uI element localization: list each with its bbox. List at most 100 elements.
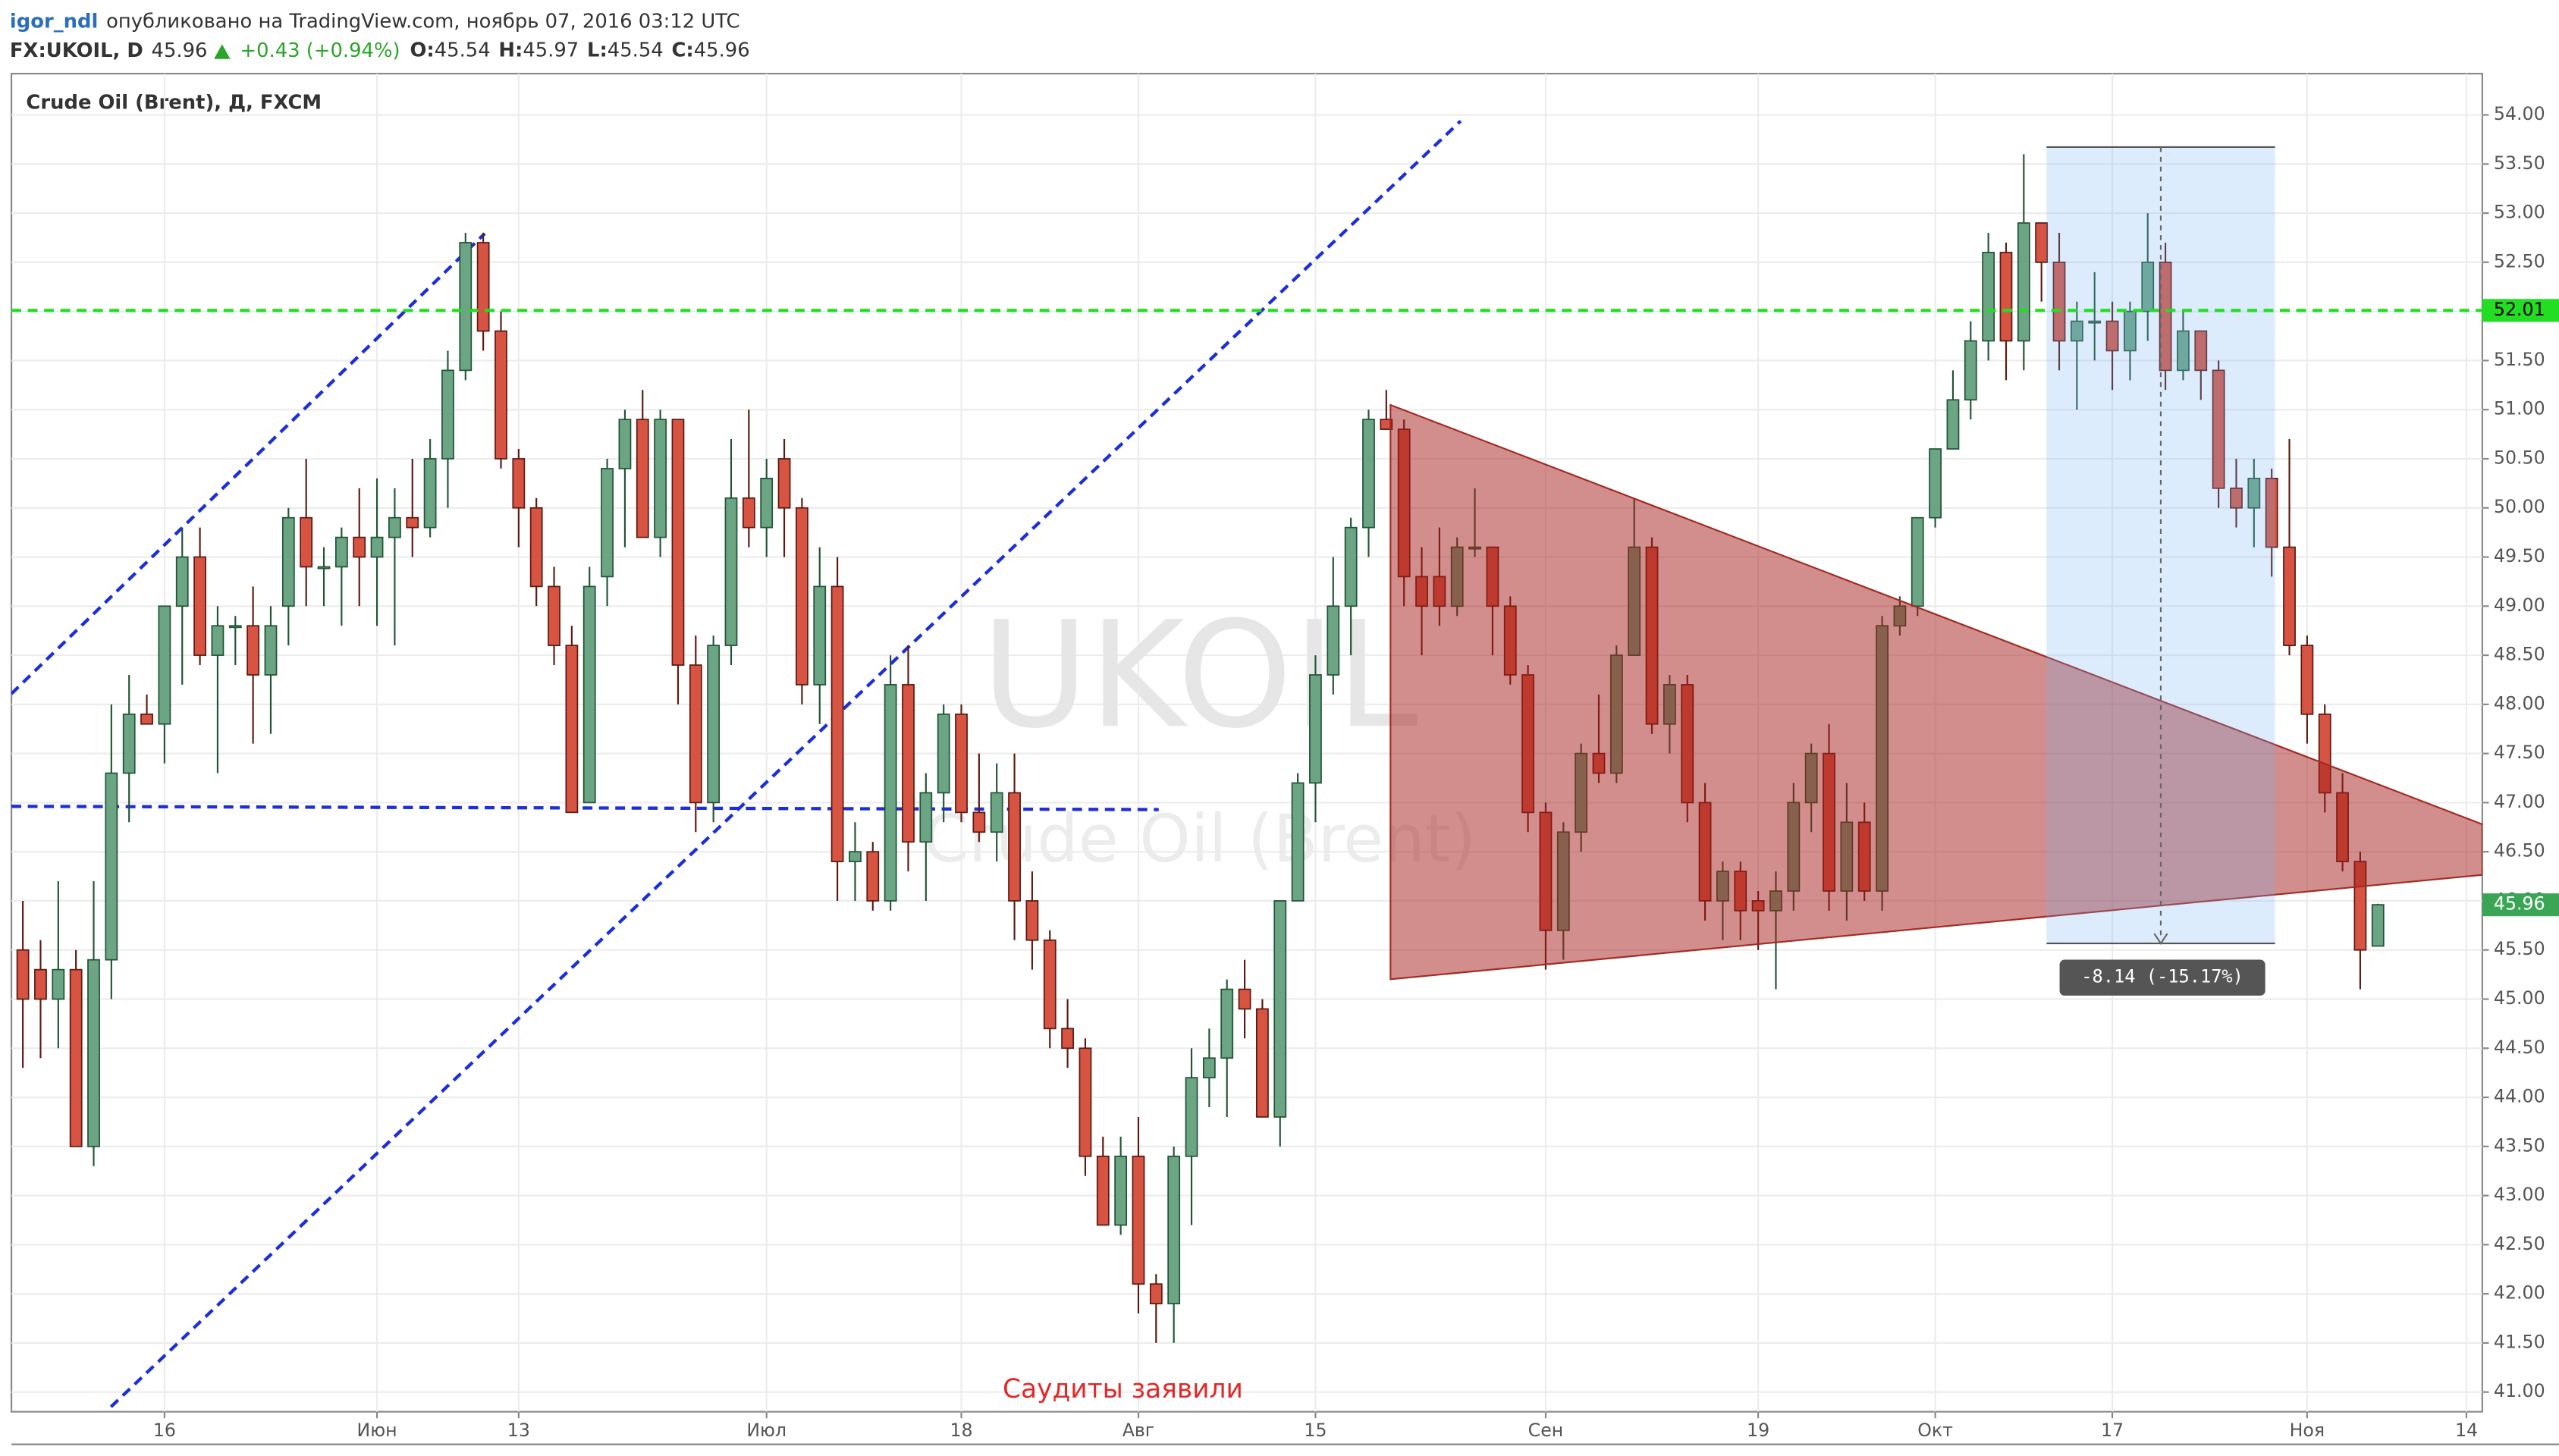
candle-body [2247, 478, 2261, 509]
x-tick-label: 19 [1747, 1420, 1769, 1441]
y-tick-label: 54.00 [2494, 103, 2545, 124]
candle-body [512, 458, 526, 509]
candle-body [2141, 262, 2155, 312]
x-tick-label: Авг [1123, 1420, 1155, 1441]
candle-body [300, 516, 313, 568]
candle-body [423, 458, 437, 529]
candle-body [2159, 262, 2172, 372]
candle-body [140, 713, 153, 725]
candle-body [2283, 546, 2296, 646]
candle-body [1291, 782, 1305, 902]
x-tick-label: 13 [507, 1420, 530, 1441]
candle-body [1982, 252, 1995, 342]
candle-body [388, 516, 401, 538]
candle-body [264, 625, 278, 676]
candle-body [441, 369, 454, 460]
y-tick-label: 53.50 [2494, 152, 2545, 174]
ohlc-value: 45.96 [694, 39, 750, 62]
y-tick-label: 45.00 [2494, 987, 2545, 1009]
candle-body [2212, 369, 2225, 489]
candle-body [990, 792, 1003, 833]
candle-body [582, 585, 596, 804]
candle-body [671, 419, 685, 666]
candle-body [69, 968, 83, 1147]
candle-body [618, 419, 632, 469]
candle-body [459, 242, 473, 372]
ohlc-value: 45.54 [435, 39, 491, 62]
measure-label-bg [2059, 959, 2265, 996]
candle-body [211, 625, 225, 656]
candle-body [2230, 487, 2243, 509]
candle-body [105, 772, 118, 961]
candle-body [2017, 222, 2030, 342]
y-tick-label: 46.50 [2494, 840, 2545, 861]
candle-body [1327, 605, 1340, 676]
candle-body [1220, 988, 1234, 1059]
candle-body [1025, 900, 1039, 941]
y-tick-label: 47.00 [2494, 791, 2545, 812]
ohlc: O: 45.54 H: 45.97 L: 45.54 C: 45.96 [410, 39, 749, 62]
candle-body [1256, 1008, 1269, 1118]
candle-body [636, 419, 649, 538]
candle-body [317, 566, 331, 570]
candle-body [1929, 448, 1942, 519]
candle-body [1167, 1155, 1181, 1304]
candle-body [1185, 1077, 1198, 1157]
candle-body [1309, 674, 1322, 784]
author[interactable]: igor_ndl [10, 10, 98, 33]
chart-title: Crude Oil (Brent), Д, FXCM [26, 91, 322, 114]
candle-body [2177, 330, 2190, 372]
price-label: 45.96 [2494, 893, 2545, 915]
candle-body [1008, 792, 1021, 902]
x-tick-label: 18 [950, 1420, 972, 1441]
candle-body [246, 625, 260, 676]
last: 45.96 [152, 39, 208, 62]
y-tick-label: 53.00 [2494, 202, 2545, 223]
ohlc-label: C: [671, 39, 693, 62]
candle-body [742, 497, 755, 529]
candle-body [1061, 1028, 1074, 1050]
candle-body [760, 478, 774, 529]
published: опубликовано на TradingView.com, ноябрь … [106, 10, 740, 33]
candle-body [1946, 399, 1960, 450]
candle-body [122, 713, 136, 774]
y-tick-label: 49.50 [2494, 545, 2545, 566]
x-tick-label: 16 [153, 1420, 176, 1441]
candle-body [707, 645, 721, 804]
candle-body [689, 664, 702, 804]
y-tick-label: 44.50 [2494, 1037, 2545, 1058]
candle-body [1238, 988, 1251, 1010]
candle-body [902, 684, 915, 843]
candle-body [353, 536, 366, 558]
candle-body [654, 419, 667, 538]
x-tick-label: Ноя [2290, 1420, 2325, 1441]
candle-body [16, 949, 30, 1000]
up-arrow [214, 44, 231, 59]
candle-body [281, 516, 295, 607]
y-tick-label: 43.50 [2494, 1134, 2545, 1156]
x-tick-label: Июл [746, 1420, 787, 1441]
candle-body [866, 851, 880, 902]
ohlc-label: O: [410, 39, 434, 62]
price-label: 52.01 [2494, 299, 2545, 320]
y-tick-label: 51.00 [2494, 398, 2545, 419]
candle-body [1132, 1155, 1145, 1285]
candle-body [548, 585, 560, 646]
candle-body [2300, 645, 2314, 715]
x-tick-label: Июн [357, 1420, 397, 1441]
candle-body [2265, 478, 2278, 548]
candle-body [175, 556, 189, 607]
candle-body [813, 585, 827, 686]
candle-body [476, 242, 490, 332]
candle-body [777, 458, 791, 509]
candle-body [370, 536, 384, 558]
candle-body [158, 605, 171, 725]
y-tick-label: 41.00 [2494, 1380, 2545, 1401]
candle-body [495, 330, 507, 460]
price-label-bg [2482, 299, 2559, 322]
candle-body [565, 645, 579, 814]
annotation: Саудиты заявили [1003, 1374, 1243, 1404]
candle-body [1149, 1283, 1163, 1304]
